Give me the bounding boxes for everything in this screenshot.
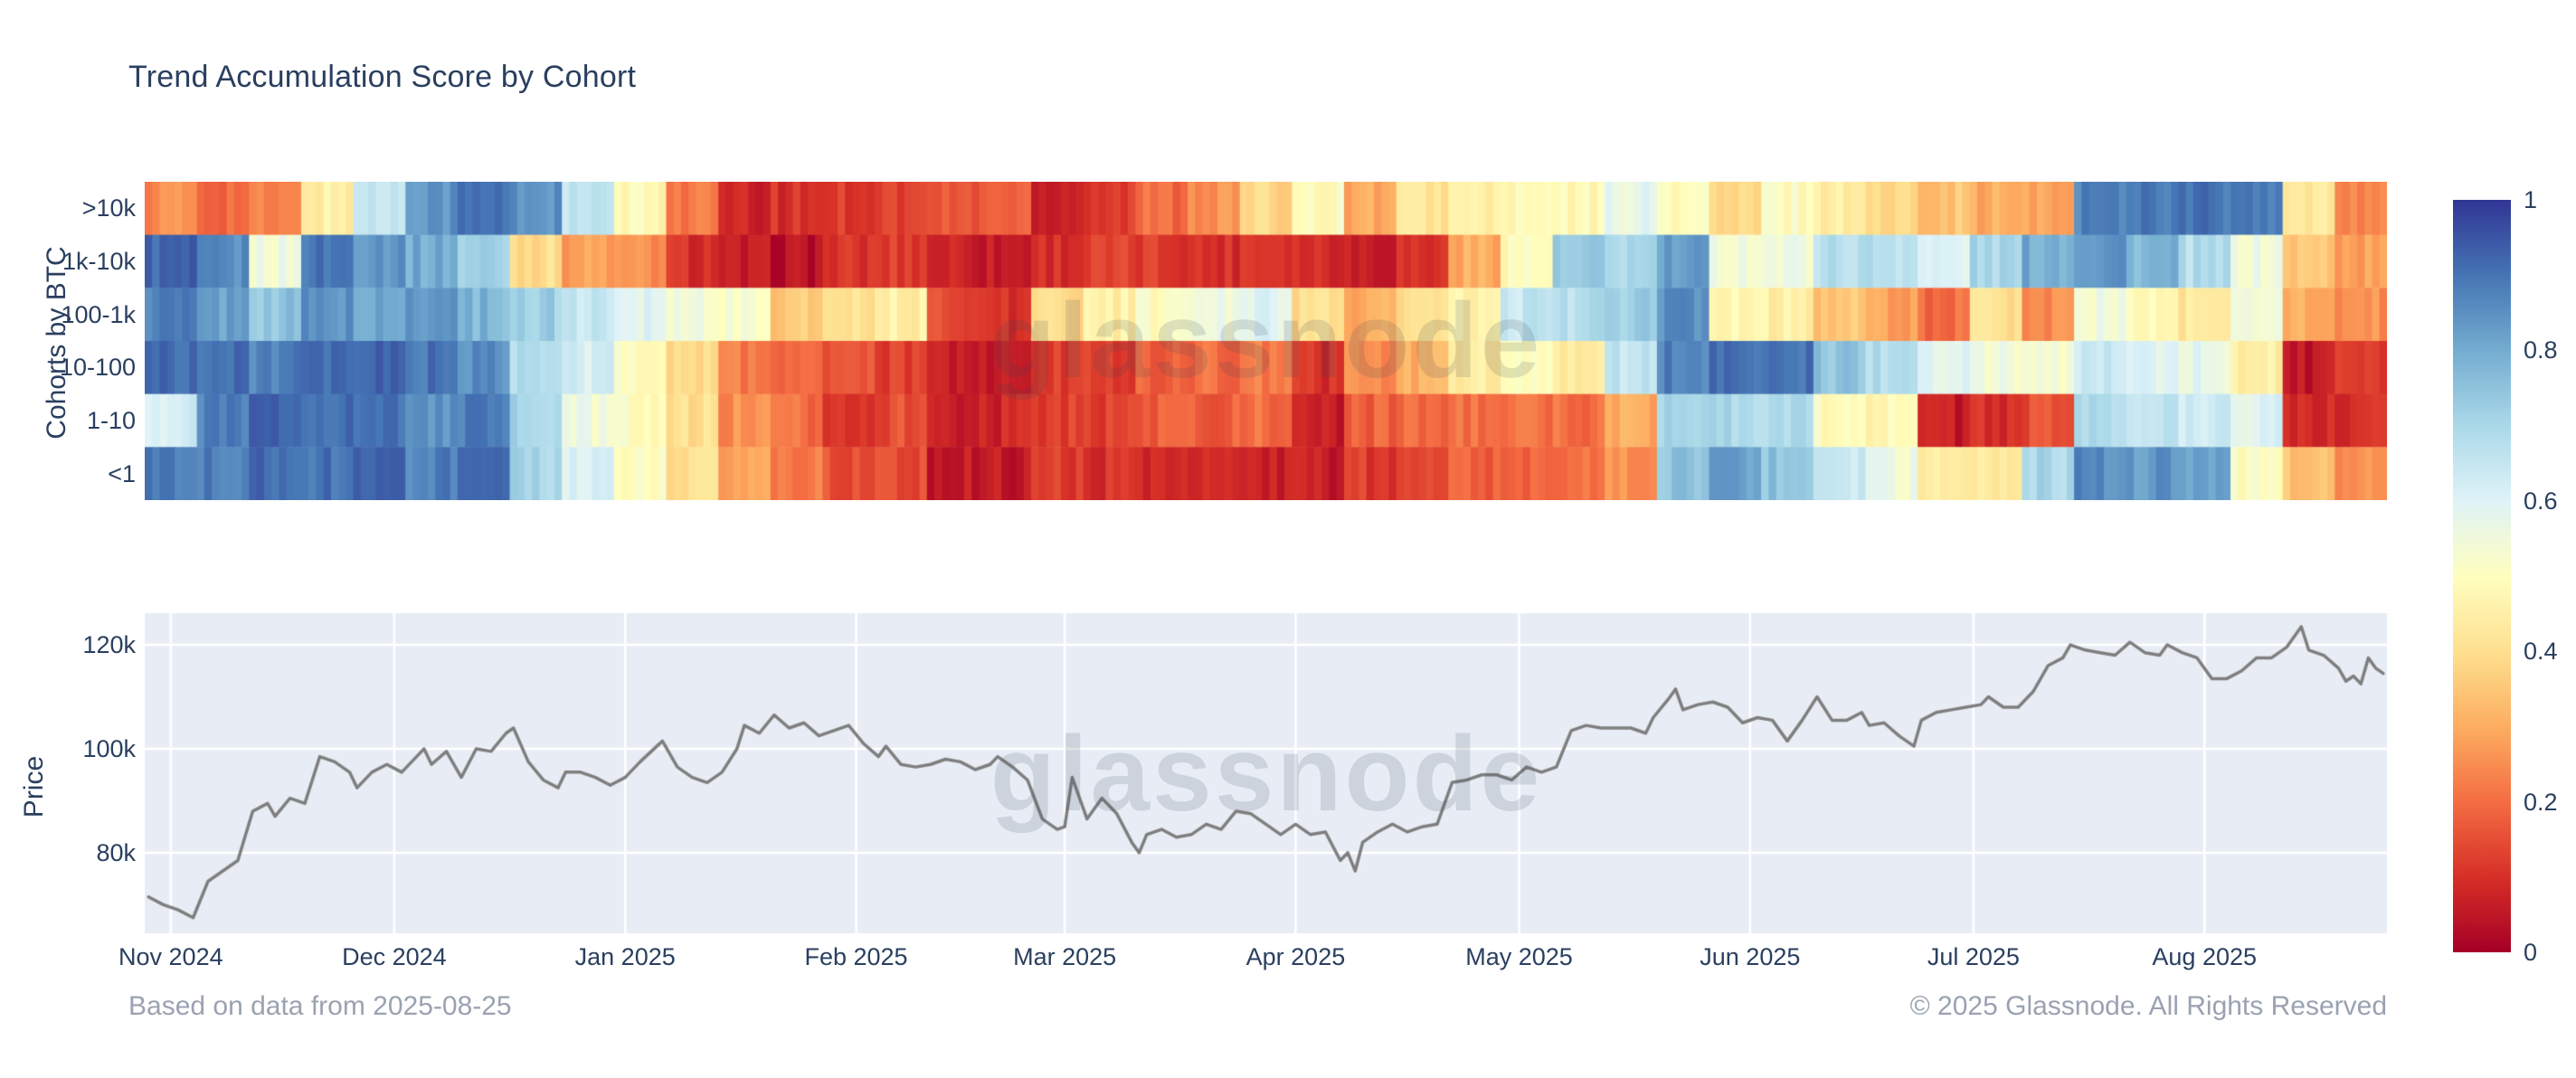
xtick-Jun-2025: Jun 2025 [1700, 943, 1801, 970]
heatmap-ytick-1-10: 1-10 [86, 407, 136, 434]
price-ytick-80k: 80k [96, 838, 136, 866]
xtick-Jan-2025: Jan 2025 [574, 943, 676, 970]
footer-data-source: Based on data from 2025-08-25 [128, 991, 512, 1021]
colorbar-tick-0: 0 [2524, 939, 2538, 966]
colorbar-tick-0.8: 0.8 [2524, 336, 2558, 364]
price-ytick-120k: 120k [82, 631, 136, 659]
page-title: Trend Accumulation Score by Cohort [128, 60, 637, 94]
xtick-Mar-2025: Mar 2025 [1013, 943, 1117, 970]
colorbar-tick-1: 1 [2524, 186, 2538, 213]
colorbar-tick-0.6: 0.6 [2524, 487, 2558, 515]
xtick-Jul-2025: Jul 2025 [1927, 943, 2020, 970]
heatmap-ytick->10k: >10k [81, 194, 136, 222]
colorbar-tick-0.2: 0.2 [2524, 788, 2558, 816]
heatmap-canvas[interactable] [145, 182, 2387, 500]
xtick-May-2025: May 2025 [1465, 943, 1573, 970]
heatmap-ytick-100-1k: 100-1k [61, 300, 136, 328]
xtick-Aug-2025: Aug 2025 [2152, 943, 2258, 970]
xtick-Feb-2025: Feb 2025 [804, 943, 908, 970]
xtick-Dec-2024: Dec 2024 [342, 943, 447, 970]
price-ytick-100k: 100k [82, 734, 136, 762]
colorbar [2453, 200, 2511, 952]
xtick-Nov-2024: Nov 2024 [118, 943, 223, 970]
colorbar-tick-0.4: 0.4 [2524, 638, 2558, 666]
footer-copyright: © 2025 Glassnode. All Rights Reserved [1909, 991, 2387, 1021]
xtick-Apr-2025: Apr 2025 [1245, 943, 1346, 970]
heatmap-ytick-<1: <1 [108, 459, 136, 487]
price-y-axis-title: Price [19, 755, 49, 818]
heatmap-ytick-10-100: 10-100 [59, 354, 136, 382]
price-line-canvas[interactable] [145, 613, 2387, 933]
heatmap-ytick-1k-10k: 1k-10k [62, 248, 136, 275]
